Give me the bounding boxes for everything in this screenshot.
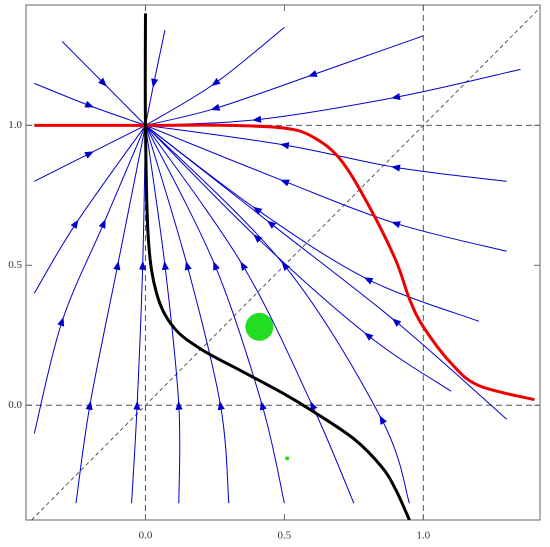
streamline [145,68,521,126]
streamline [33,125,146,294]
streamline [145,124,507,420]
streamline [145,124,507,252]
x-tick-label: 0.0 [139,530,153,542]
streamline [145,125,355,504]
curve [143,13,411,520]
streamline [145,35,424,126]
x-tick-label: 0.5 [278,530,292,542]
streamline [145,125,410,504]
streamline [34,124,146,182]
x-tick-label: 1.0 [416,530,430,542]
streamline [131,125,147,504]
point [245,312,274,341]
streamline [145,27,285,126]
plot-area [26,5,540,520]
curve [34,123,535,402]
streamline [34,82,146,126]
streamline [144,125,230,504]
streamline [145,124,507,182]
streamline [145,125,452,392]
y-tick-label: 0.5 [8,259,22,271]
y-tick-label: 1.0 [8,119,22,131]
plot-frame [25,4,541,521]
streamline [145,125,285,504]
streamline [33,125,146,434]
streamline [61,41,146,126]
point [285,456,290,461]
streamline [144,30,166,126]
y-tick-label: 0.0 [8,399,22,411]
